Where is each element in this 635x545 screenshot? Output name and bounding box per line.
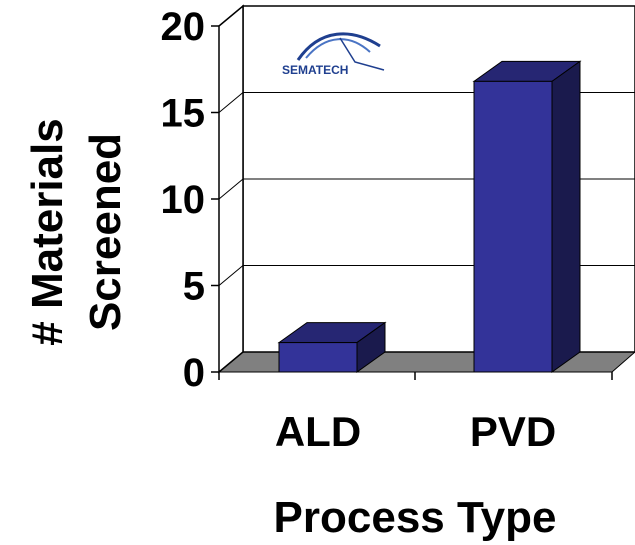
x-category-label: PVD <box>470 408 556 455</box>
y-axis-title-line-1: # Materials <box>23 118 72 345</box>
bar-ald <box>278 342 358 373</box>
sematech-logo-icon: SEMATECH <box>282 32 385 77</box>
bars <box>277 60 582 373</box>
x-category-label: ALD <box>275 408 361 455</box>
x-axis-title: Process Type <box>274 493 557 542</box>
gridline-side <box>218 265 244 286</box>
y-tick-label: 10 <box>161 178 206 222</box>
bar-side <box>551 60 581 373</box>
bar-pvd <box>473 80 553 373</box>
y-axis-ticks: 0 5 10 15 20 <box>161 5 613 395</box>
gridline-side <box>218 178 244 200</box>
y-tick-label: 5 <box>183 265 205 309</box>
y-tick-label: 20 <box>161 5 206 49</box>
y-tick-label: 0 <box>183 351 205 395</box>
logo-text: SEMATECH <box>282 63 348 77</box>
gridline-side <box>218 92 244 113</box>
y-tick-label: 15 <box>161 92 206 136</box>
y-axis-title-line-2: Screened <box>81 133 130 331</box>
x-axis-categories: ALD PVD <box>275 408 556 455</box>
